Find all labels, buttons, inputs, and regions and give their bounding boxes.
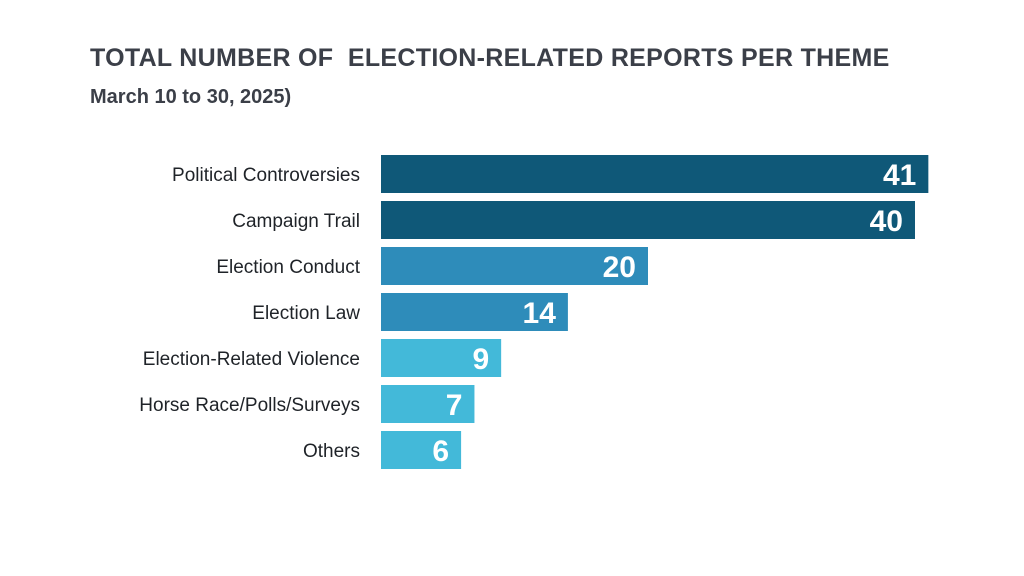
value-label: 20 (603, 251, 636, 284)
category-label: Campaign Trail (232, 211, 360, 232)
bar (381, 155, 929, 193)
category-label: Election-Related Violence (143, 349, 360, 370)
category-label: Political Controversies (172, 165, 360, 186)
value-label: 14 (523, 297, 557, 330)
bar (381, 385, 475, 423)
category-label: Others (303, 441, 360, 462)
value-label: 7 (446, 389, 463, 422)
bar (381, 339, 502, 377)
value-label: 6 (432, 435, 449, 468)
bar (381, 247, 648, 285)
chart-title: TOTAL NUMBER OF ELECTION-RELATED REPORTS… (90, 44, 890, 72)
bar (381, 293, 568, 331)
value-label: 40 (870, 205, 903, 238)
bar (381, 431, 462, 469)
category-label: Election Law (252, 303, 360, 324)
value-label: 9 (472, 343, 489, 376)
value-label: 41 (883, 159, 916, 192)
category-label: Horse Race/Polls/Surveys (139, 395, 360, 416)
category-label: Election Conduct (216, 257, 360, 278)
bar (381, 201, 915, 239)
chart-subtitle: March 10 to 30, 2025) (90, 86, 292, 108)
